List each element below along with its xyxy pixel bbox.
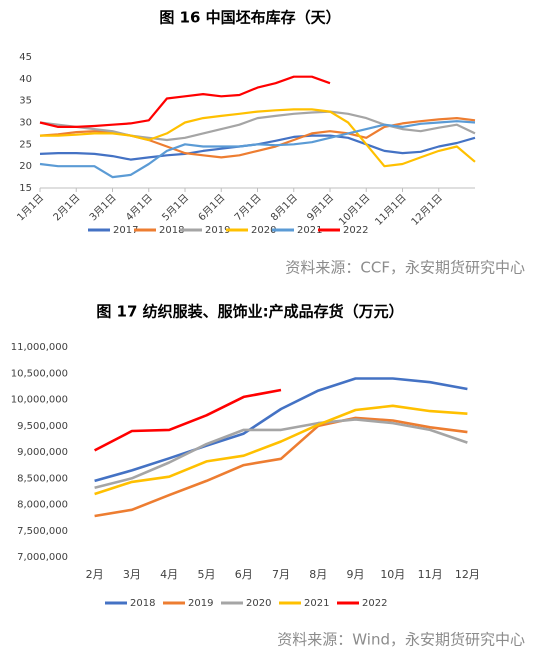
y-tick-label: 8,000,000 bbox=[17, 500, 68, 511]
x-tick-label: 3月1日 bbox=[87, 192, 119, 224]
legend-label: 2021 bbox=[304, 598, 329, 609]
series-line bbox=[94, 377, 468, 483]
x-tick-label: 5月 bbox=[197, 568, 215, 581]
x-tick-label: 12月1日 bbox=[409, 192, 445, 228]
chart-title: 图 17 纺织服装、服饰业:产成品存货（万元） bbox=[96, 303, 403, 321]
y-tick-label: 10,000,000 bbox=[11, 395, 68, 406]
y-tick-label: 9,500,000 bbox=[17, 421, 68, 432]
series-line bbox=[94, 418, 468, 489]
y-tick-label: 8,500,000 bbox=[17, 473, 68, 484]
x-tick-label: 7月1日 bbox=[232, 192, 264, 224]
legend-label: 2017 bbox=[113, 225, 138, 236]
x-tick-label: 10月 bbox=[380, 568, 405, 581]
x-tick-label: 9月1日 bbox=[305, 192, 337, 224]
x-tick-label: 8月 bbox=[309, 568, 327, 581]
x-tick-label: 6月1日 bbox=[196, 192, 228, 224]
y-tick-label: 11,000,000 bbox=[11, 342, 68, 353]
series-line bbox=[39, 134, 476, 161]
x-tick-label: 4月1日 bbox=[123, 192, 155, 224]
x-tick-label: 2月1日 bbox=[51, 192, 83, 224]
y-tick-label: 20 bbox=[19, 161, 32, 172]
source-note: 资料来源：Wind，永安期货研究中心 bbox=[277, 631, 525, 649]
series-line bbox=[40, 108, 476, 168]
y-tick-label: 7,000,000 bbox=[17, 552, 68, 563]
x-tick-label: 8月1日 bbox=[268, 192, 300, 224]
x-tick-label: 7月 bbox=[272, 568, 290, 581]
x-tick-label: 1月1日 bbox=[15, 192, 47, 224]
legend-label: 2020 bbox=[251, 225, 276, 236]
x-tick-label: 5月1日 bbox=[160, 192, 192, 224]
series-line bbox=[39, 75, 331, 128]
legend-label: 2019 bbox=[188, 598, 213, 609]
y-tick-label: 10,500,000 bbox=[11, 368, 68, 379]
x-tick-label: 2月 bbox=[86, 568, 104, 581]
legend-label: 2022 bbox=[362, 598, 387, 609]
y-tick-label: 9,000,000 bbox=[17, 447, 68, 458]
x-tick-label: 10月1日 bbox=[336, 192, 372, 228]
y-tick-label: 35 bbox=[19, 96, 32, 107]
legend-label: 2018 bbox=[159, 225, 184, 236]
y-tick-label: 7,500,000 bbox=[17, 526, 68, 537]
series-line bbox=[39, 110, 476, 142]
series-line bbox=[94, 404, 468, 496]
x-tick-label: 4月 bbox=[160, 568, 178, 581]
legend-label: 2021 bbox=[297, 225, 322, 236]
y-tick-label: 45 bbox=[19, 52, 32, 63]
legend-label: 2020 bbox=[246, 598, 271, 609]
series-line bbox=[39, 120, 476, 179]
y-tick-label: 40 bbox=[19, 74, 32, 85]
series-line bbox=[94, 388, 282, 452]
x-tick-label: 3月 bbox=[123, 568, 141, 581]
x-tick-label: 11月 bbox=[418, 568, 443, 581]
legend-label: 2018 bbox=[130, 598, 155, 609]
x-tick-label: 6月 bbox=[235, 568, 253, 581]
y-tick-label: 25 bbox=[19, 139, 32, 150]
series-line bbox=[94, 416, 468, 518]
y-tick-label: 30 bbox=[19, 118, 32, 129]
x-tick-label: 9月 bbox=[347, 568, 365, 581]
x-tick-label: 11月1日 bbox=[373, 192, 409, 228]
source-note: 资料来源：CCF，永安期货研究中心 bbox=[285, 259, 525, 277]
x-tick-label: 12月 bbox=[455, 568, 480, 581]
y-tick-label: 15 bbox=[19, 183, 32, 194]
chart-title: 图 16 中国坯布库存（天） bbox=[159, 9, 340, 27]
legend-label: 2019 bbox=[205, 225, 230, 236]
legend-label: 2022 bbox=[343, 225, 368, 236]
